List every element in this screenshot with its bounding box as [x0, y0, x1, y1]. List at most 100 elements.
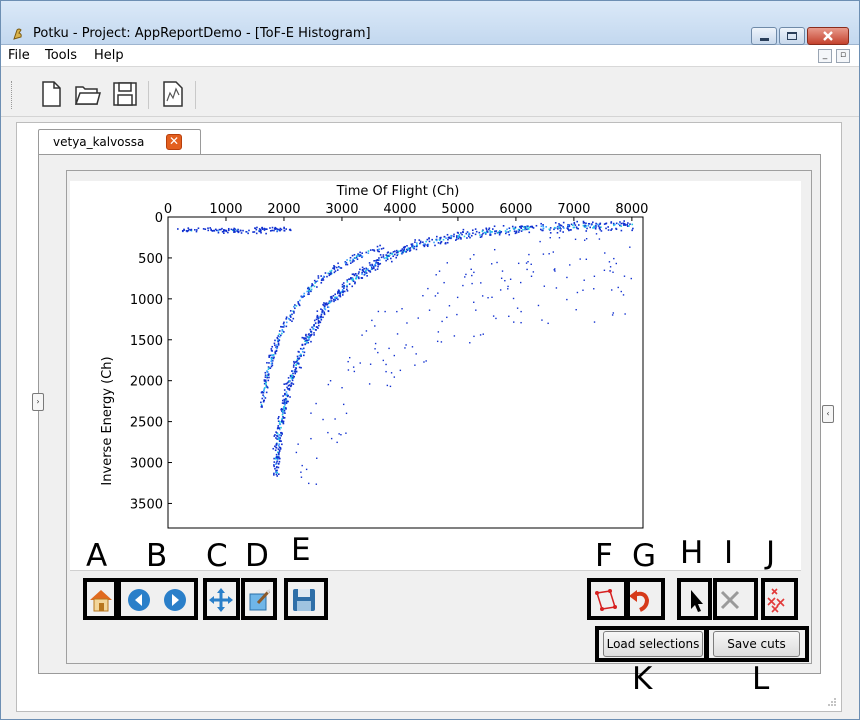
histogram-point: [275, 446, 277, 449]
left-panel-toggle[interactable]: ›: [32, 393, 44, 411]
histogram-point: [195, 230, 198, 233]
histogram-point: [378, 250, 381, 253]
histogram-point: [362, 270, 365, 273]
histogram-point: [284, 393, 286, 395]
histogram-point: [529, 225, 532, 228]
histogram-point: [207, 229, 210, 232]
histogram-point: [323, 313, 326, 316]
histogram-point: [542, 253, 545, 255]
save-icon[interactable]: [111, 79, 139, 109]
histogram-point: [338, 433, 340, 435]
histogram-point: [540, 222, 542, 225]
histogram-point: [357, 272, 360, 275]
histogram-point: [278, 422, 281, 425]
undo-icon[interactable]: [625, 585, 655, 615]
histogram-point: [513, 321, 515, 323]
histogram-point: [396, 333, 399, 335]
histogram-icon[interactable]: [159, 79, 187, 109]
load-selections-button[interactable]: Load selections: [603, 631, 703, 657]
histogram-point: [620, 229, 623, 232]
histogram-point: [610, 221, 613, 223]
right-panel-toggle[interactable]: ‹: [822, 405, 834, 423]
histogram-point: [278, 460, 281, 463]
select-cursor-icon[interactable]: [681, 585, 711, 615]
histogram-point: [283, 408, 286, 410]
remove-all-selections-icon[interactable]: [762, 585, 792, 615]
tof-e-histogram[interactable]: Time Of Flight (Ch) 0 1000 2000 3000 4000 500…: [70, 181, 801, 570]
histogram-point: [489, 230, 491, 232]
histogram-point: [278, 453, 280, 456]
histogram-point: [398, 250, 400, 252]
histogram-point: [376, 268, 379, 270]
mdi-restore-button[interactable]: ▫: [836, 49, 850, 63]
mdi-minimize-button[interactable]: _: [818, 49, 832, 63]
histogram-point: [280, 228, 283, 231]
histogram-point: [307, 336, 309, 339]
histogram-point: [435, 274, 437, 276]
histogram-point: [415, 248, 418, 251]
home-icon[interactable]: [86, 585, 116, 615]
histogram-point: [361, 269, 364, 271]
histogram-point: [269, 354, 272, 357]
back-icon[interactable]: [124, 585, 154, 615]
menu-file[interactable]: File: [8, 48, 30, 63]
histogram-point: [365, 267, 367, 270]
save-figure-icon[interactable]: [289, 585, 319, 615]
histogram-point: [279, 447, 282, 449]
histogram-point: [592, 221, 594, 224]
histogram-point: [353, 370, 356, 373]
subplot-config-icon[interactable]: [244, 585, 274, 615]
histogram-point: [386, 257, 389, 259]
histogram-point: [502, 225, 505, 227]
close-tab-icon[interactable]: ✕: [166, 134, 182, 150]
forward-icon[interactable]: [160, 585, 190, 615]
histogram-point: [397, 253, 399, 256]
open-folder-icon[interactable]: [73, 79, 101, 109]
maximize-button[interactable]: [779, 27, 805, 45]
histogram-point: [302, 296, 304, 298]
histogram-point: [485, 231, 488, 234]
close-window-button[interactable]: [807, 27, 849, 45]
histogram-point: [505, 231, 508, 233]
menu-help[interactable]: Help: [94, 48, 124, 63]
histogram-point: [346, 285, 348, 288]
histogram-point: [435, 239, 438, 242]
histogram-point: [280, 434, 283, 437]
histogram-point: [242, 229, 244, 232]
histogram-point: [358, 277, 360, 280]
minimize-button[interactable]: [751, 27, 777, 45]
menu-tools[interactable]: Tools: [45, 48, 78, 63]
histogram-point: [285, 394, 288, 397]
y-tick-label: 3500: [130, 497, 163, 512]
histogram-point: [315, 318, 318, 321]
histogram-point: [319, 321, 322, 324]
histogram-point: [274, 226, 277, 229]
histogram-point: [369, 271, 372, 273]
plot-canvas[interactable]: Time Of Flight (Ch) 0 1000 2000 3000 4000 500…: [70, 181, 801, 570]
histogram-point: [273, 435, 276, 437]
histogram-point: [530, 263, 532, 265]
histogram-point: [622, 224, 625, 226]
histogram-point: [261, 397, 264, 400]
histogram-point: [371, 266, 373, 269]
histogram-point: [453, 235, 455, 238]
selection-tool-icon[interactable]: [591, 585, 621, 615]
histogram-point: [285, 408, 287, 410]
tab-histogram[interactable]: vetya_kalvossa ✕: [38, 129, 201, 155]
histogram-point: [266, 228, 268, 230]
histogram-point: [520, 225, 523, 227]
histogram-point: [330, 297, 332, 300]
pan-icon[interactable]: [206, 585, 236, 615]
histogram-point: [309, 335, 311, 337]
histogram-point: [316, 457, 318, 459]
histogram-point: [273, 474, 275, 476]
histogram-point: [589, 226, 591, 229]
save-cuts-button[interactable]: Save cuts: [713, 631, 800, 657]
histogram-point: [260, 405, 263, 408]
new-file-icon[interactable]: [37, 79, 65, 109]
histogram-point: [281, 433, 283, 435]
histogram-point: [345, 412, 348, 415]
x-tick-label: 3000: [325, 202, 358, 217]
histogram-point: [537, 304, 540, 307]
remove-selection-icon[interactable]: [715, 585, 745, 615]
